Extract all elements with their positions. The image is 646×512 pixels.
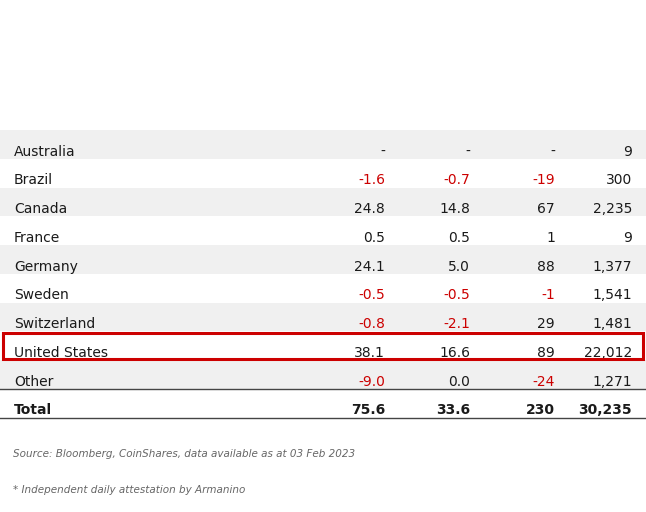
Bar [0, 130, 646, 159]
Text: 1,271: 1,271 [592, 375, 632, 389]
Text: -: - [465, 144, 470, 159]
Text: 5.0: 5.0 [448, 260, 470, 273]
Text: 88: 88 [537, 260, 555, 273]
Text: 89: 89 [537, 346, 555, 360]
Text: flows: flows [374, 91, 408, 104]
Text: CoinShares: CoinShares [13, 83, 145, 103]
Text: 1,377: 1,377 [592, 260, 632, 273]
Text: 230: 230 [526, 403, 555, 417]
Text: France: France [14, 231, 60, 245]
Text: Switzerland: Switzerland [14, 317, 95, 331]
Text: United States: United States [14, 346, 108, 360]
Text: 75.6: 75.6 [351, 403, 385, 417]
Text: 30,235: 30,235 [578, 403, 632, 417]
Text: 22,012: 22,012 [584, 346, 632, 360]
Text: Australia: Australia [14, 144, 76, 159]
Text: 2,235: 2,235 [592, 202, 632, 216]
Text: Flows by Exchange Country (US$m): Flows by Exchange Country (US$m) [13, 14, 389, 33]
Bar [0, 187, 646, 216]
Text: 1,541: 1,541 [592, 288, 632, 303]
Text: -1.6: -1.6 [358, 174, 385, 187]
Text: 1: 1 [546, 231, 555, 245]
Text: -0.8: -0.8 [358, 317, 385, 331]
Text: -1: -1 [541, 288, 555, 303]
Text: Source: Bloomberg, CoinShares, data available as at 03 Feb 2023: Source: Bloomberg, CoinShares, data avai… [13, 450, 355, 459]
Text: Germany: Germany [14, 260, 78, 273]
Text: -9.0: -9.0 [358, 375, 385, 389]
Text: 29: 29 [537, 317, 555, 331]
Text: -: - [550, 144, 555, 159]
Text: Canada: Canada [14, 202, 67, 216]
Text: 24.8: 24.8 [354, 202, 385, 216]
Text: MTD: MTD [376, 35, 406, 48]
Text: 9: 9 [623, 231, 632, 245]
Bar [0, 245, 646, 274]
Text: 0.5: 0.5 [448, 231, 470, 245]
Text: 1,481: 1,481 [592, 317, 632, 331]
Text: 33.6: 33.6 [436, 403, 470, 417]
Text: Brazil: Brazil [14, 174, 53, 187]
Text: YTD: YTD [461, 35, 488, 48]
Text: -24: -24 [532, 375, 555, 389]
Text: AUM: AUM [557, 35, 587, 48]
Text: * Independent daily attestation by Armanino: * Independent daily attestation by Arman… [13, 484, 245, 495]
Text: Other: Other [14, 375, 54, 389]
Text: 38.1: 38.1 [354, 346, 385, 360]
Text: 14.8: 14.8 [439, 202, 470, 216]
Text: -0.5: -0.5 [359, 288, 385, 303]
Text: Sweden: Sweden [14, 288, 68, 303]
Text: flows: flows [458, 91, 492, 104]
Bar [0, 360, 646, 389]
Text: 9: 9 [623, 144, 632, 159]
Text: 300: 300 [606, 174, 632, 187]
Text: 16.6: 16.6 [439, 346, 470, 360]
Text: -2.1: -2.1 [443, 317, 470, 331]
Text: flows: flows [290, 91, 324, 104]
Text: Week: Week [288, 35, 326, 48]
Text: -0.5: -0.5 [443, 288, 470, 303]
Text: -: - [380, 144, 385, 159]
Text: -19: -19 [532, 174, 555, 187]
Text: -0.7: -0.7 [443, 174, 470, 187]
Text: 24.1: 24.1 [354, 260, 385, 273]
Text: 0.5: 0.5 [363, 231, 385, 245]
Text: Total: Total [14, 403, 52, 417]
Bar [0, 303, 646, 331]
Text: 67: 67 [537, 202, 555, 216]
Text: 0.0: 0.0 [448, 375, 470, 389]
